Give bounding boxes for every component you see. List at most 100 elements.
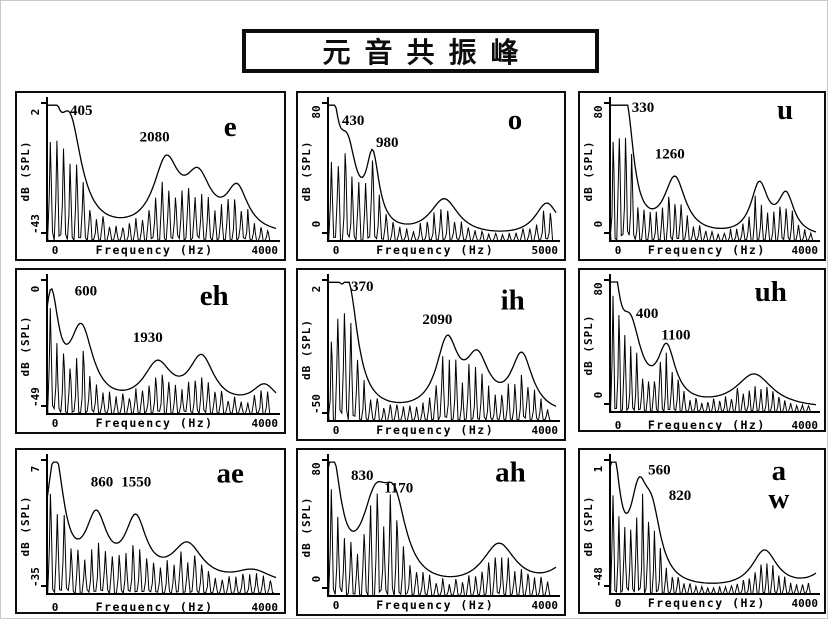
x-max-tick-label: 4000 bbox=[252, 417, 279, 430]
envelope-path bbox=[46, 287, 277, 396]
y-axis-label: dB (SPL) bbox=[19, 141, 32, 202]
page-title: 元音共振峰 bbox=[242, 29, 599, 73]
x-min-tick-label: 0 bbox=[615, 244, 622, 257]
x-min-tick-label: 0 bbox=[52, 244, 59, 257]
x-min-tick-label: 0 bbox=[615, 597, 622, 610]
y-max-tick-label: 80 bbox=[592, 105, 605, 118]
y-min-tick-label: 0 bbox=[310, 221, 323, 228]
spectrum-chart: 2 -43 dB (SPL) 0 Frequency (Hz) 4000 405 2080 e bbox=[19, 97, 280, 257]
formant-label: 820 bbox=[669, 488, 692, 504]
vowel-label: w bbox=[768, 483, 789, 515]
y-max-tick-label: 2 bbox=[310, 286, 323, 293]
spectrum-path bbox=[328, 489, 557, 598]
spectrum-panel-o: 80 0 dB (SPL) 0 Frequency (Hz) 5000 430 980 o bbox=[296, 91, 566, 261]
y-min-tick-label: -49 bbox=[29, 387, 42, 407]
spectrum-panel-e: 2 -43 dB (SPL) 0 Frequency (Hz) 4000 405 2080 e bbox=[15, 91, 286, 261]
spectrum-chart: 80 0 dB (SPL) 0 Frequency (Hz) 4000 330 1260 u bbox=[582, 94, 820, 257]
formant-label: 830 bbox=[351, 468, 374, 484]
x-axis-label: Frequency (Hz) bbox=[648, 243, 766, 257]
x-max-tick-label: 4000 bbox=[792, 244, 819, 257]
vowel-label: eh bbox=[200, 280, 229, 312]
y-min-tick-label: 0 bbox=[592, 221, 605, 228]
x-max-tick-label: 5000 bbox=[532, 244, 559, 257]
x-axis-label: Frequency (Hz) bbox=[376, 598, 494, 612]
y-max-tick-label: 80 bbox=[310, 105, 323, 118]
y-axis-label: dB (SPL) bbox=[300, 141, 313, 202]
x-min-tick-label: 0 bbox=[333, 244, 340, 257]
x-min-tick-label: 0 bbox=[52, 417, 59, 430]
y-max-tick-label: 2 bbox=[29, 109, 42, 116]
spectrum-path bbox=[610, 137, 816, 243]
y-max-tick-label: 80 bbox=[592, 282, 605, 295]
formant-label: 405 bbox=[70, 103, 93, 119]
x-min-tick-label: 0 bbox=[333, 424, 340, 437]
x-axis-label: Frequency (Hz) bbox=[96, 243, 214, 257]
vowel-label: ah bbox=[495, 457, 526, 489]
spectrum-path bbox=[47, 308, 277, 416]
envelope-path bbox=[610, 281, 817, 406]
x-axis-label: Frequency (Hz) bbox=[96, 600, 214, 612]
vowel-label: a bbox=[772, 455, 787, 487]
x-axis-label: Frequency (Hz) bbox=[648, 418, 766, 430]
formant-label: 860 bbox=[91, 475, 114, 491]
spectrum-chart: 1 -48 dB (SPL) 0 Frequency (Hz) 4000 560 820 aw bbox=[582, 454, 820, 610]
y-max-tick-label: 0 bbox=[29, 286, 42, 293]
formant-label: 1550 bbox=[121, 475, 151, 491]
formant-label: 430 bbox=[342, 113, 365, 129]
vowel-label: uh bbox=[755, 276, 787, 308]
x-max-tick-label: 4000 bbox=[252, 601, 279, 612]
y-axis-label: dB (SPL) bbox=[300, 319, 313, 380]
envelope-path bbox=[328, 281, 557, 407]
y-min-tick-label: -43 bbox=[29, 214, 42, 234]
y-max-tick-label: 7 bbox=[29, 466, 42, 473]
formant-label: 1260 bbox=[655, 146, 685, 162]
formant-label: 1930 bbox=[133, 330, 163, 346]
envelope-path bbox=[327, 461, 557, 578]
x-min-tick-label: 0 bbox=[615, 419, 622, 430]
y-axis-label: dB (SPL) bbox=[300, 497, 313, 558]
spectrum-panel-ah: 80 0 dB (SPL) 0 Frequency (Hz) 4000 830 1170 ah bbox=[296, 448, 566, 616]
envelope-path bbox=[46, 461, 277, 579]
x-max-tick-label: 4000 bbox=[252, 244, 279, 257]
spectrum-panel-u: 80 0 dB (SPL) 0 Frequency (Hz) 4000 330 1260 u bbox=[578, 91, 826, 261]
spectrum-path bbox=[328, 153, 557, 242]
x-max-tick-label: 4000 bbox=[792, 597, 819, 610]
spectrum-chart: 2 -50 dB (SPL) 0 Frequency (Hz) 4000 370 2090 ih bbox=[300, 274, 560, 437]
spectrum-panel-uh: 80 0 dB (SPL) 0 Frequency (Hz) 4000 400 1100 uh bbox=[578, 268, 826, 432]
spectrum-chart: 7 -35 dB (SPL) 0 Frequency (Hz) 4000 860 1550 ae bbox=[19, 454, 280, 612]
y-min-tick-label: -48 bbox=[592, 567, 605, 587]
y-max-tick-label: 80 bbox=[310, 462, 323, 475]
x-min-tick-label: 0 bbox=[333, 599, 340, 612]
spectrum-panel-eh: 0 -49 dB (SPL) 0 Frequency (Hz) 4000 600 1930 eh bbox=[15, 268, 286, 434]
spectrum-path bbox=[328, 313, 557, 423]
spectrum-panel-ae: 7 -35 dB (SPL) 0 Frequency (Hz) 4000 860 1550 ae bbox=[15, 448, 286, 614]
formant-label: 330 bbox=[632, 100, 655, 116]
formant-label: 370 bbox=[351, 279, 374, 295]
vowel-label: u bbox=[777, 94, 793, 126]
y-axis-label: dB (SPL) bbox=[19, 316, 32, 377]
x-max-tick-label: 4000 bbox=[532, 424, 559, 437]
x-min-tick-label: 0 bbox=[52, 601, 59, 612]
vowel-label: ih bbox=[501, 285, 525, 317]
x-axis-label: Frequency (Hz) bbox=[376, 243, 494, 257]
formant-label: 2090 bbox=[422, 312, 452, 328]
y-axis-label: dB (SPL) bbox=[19, 496, 32, 557]
x-axis-label: Frequency (Hz) bbox=[96, 416, 214, 430]
formant-label: 2080 bbox=[140, 130, 170, 146]
y-axis-label: dB (SPL) bbox=[582, 496, 595, 557]
formant-label: 600 bbox=[75, 284, 98, 300]
vowel-label: e bbox=[224, 111, 237, 143]
spectrum-chart: 0 -49 dB (SPL) 0 Frequency (Hz) 4000 600 1930 eh bbox=[19, 274, 280, 430]
x-axis-label: Frequency (Hz) bbox=[376, 423, 494, 437]
vowel-label: o bbox=[508, 104, 523, 136]
spectrum-panel-aw: 1 -48 dB (SPL) 0 Frequency (Hz) 4000 560 820 a w bbox=[578, 448, 826, 614]
y-min-tick-label: 0 bbox=[310, 576, 323, 583]
x-max-tick-label: 4000 bbox=[792, 419, 819, 430]
spectrum-chart: 80 0 dB (SPL) 0 Frequency (Hz) 5000 430 980 o bbox=[300, 97, 560, 257]
x-max-tick-label: 4000 bbox=[532, 599, 559, 612]
envelope-path bbox=[47, 104, 277, 230]
y-axis-label: dB (SPL) bbox=[582, 315, 595, 376]
envelope-path bbox=[610, 104, 817, 233]
